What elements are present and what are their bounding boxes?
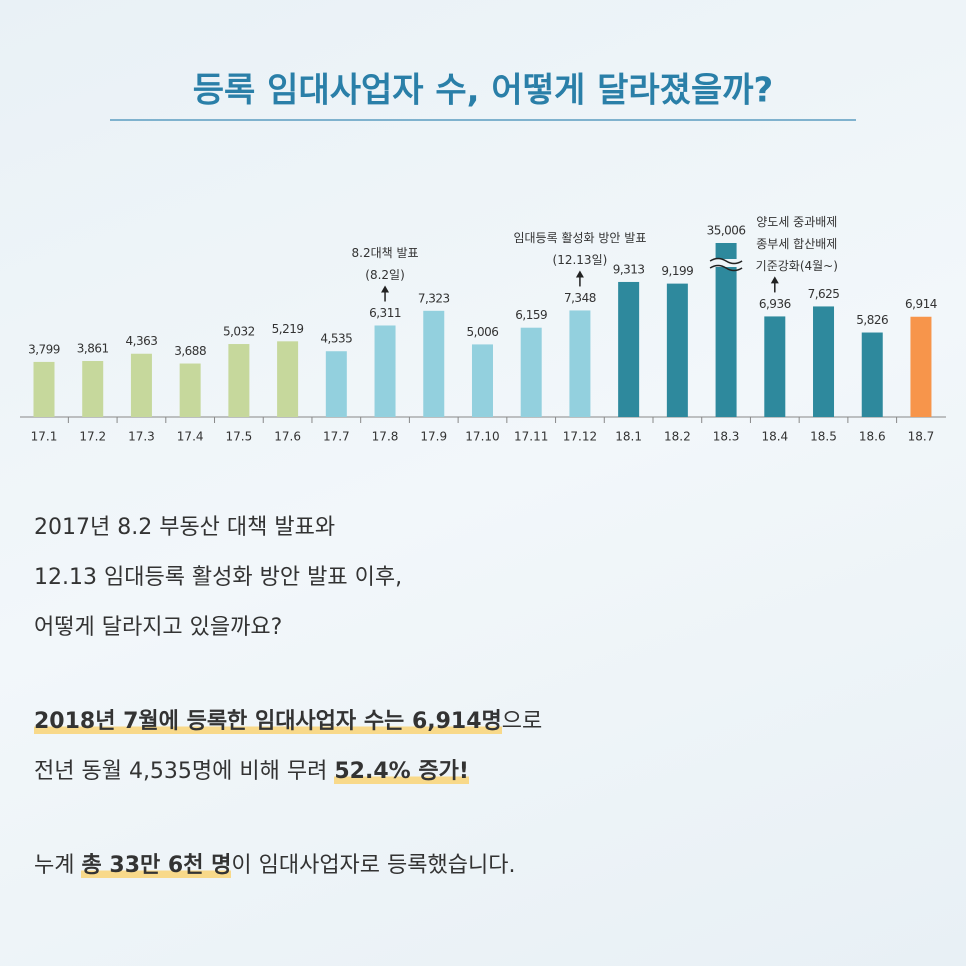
text-run: 누계 bbox=[34, 853, 82, 878]
value-label: 35,006 bbox=[707, 224, 746, 238]
bar bbox=[618, 281, 640, 417]
bar bbox=[715, 243, 737, 417]
bar bbox=[423, 310, 445, 417]
text-line: 2017년 8.2 부동산 대책 발표와 bbox=[34, 508, 542, 558]
bar bbox=[130, 353, 152, 417]
annotation-arrowhead bbox=[770, 276, 779, 284]
value-label: 7,625 bbox=[808, 287, 840, 301]
value-label: 3,799 bbox=[28, 342, 60, 356]
value-label: 6,936 bbox=[759, 297, 791, 311]
x-tick-label: 17.6 bbox=[274, 430, 301, 444]
x-tick-label: 18.7 bbox=[908, 430, 935, 444]
value-label: 9,199 bbox=[661, 264, 693, 278]
bar bbox=[861, 332, 883, 417]
value-label: 3,861 bbox=[77, 342, 109, 356]
highlight-text: 총 33만 6천 명 bbox=[81, 853, 232, 878]
value-label: 5,032 bbox=[223, 325, 255, 339]
paragraph: 2017년 8.2 부동산 대책 발표와 12.13 임대등록 활성화 방안 발표… bbox=[34, 508, 542, 658]
axis-break bbox=[709, 264, 743, 272]
axis-break-gap bbox=[711, 259, 741, 267]
x-tick-label: 17.4 bbox=[177, 430, 204, 444]
bar bbox=[520, 327, 542, 417]
text-line: 12.13 임대등록 활성화 방안 발표 이후, bbox=[34, 558, 542, 608]
x-tick-label: 17.8 bbox=[372, 430, 399, 444]
value-label: 6,914 bbox=[905, 297, 937, 311]
annotation: 8.2대책 발표 bbox=[352, 245, 419, 260]
x-tick-label: 17.12 bbox=[563, 430, 597, 444]
x-tick-label: 18.3 bbox=[713, 430, 740, 444]
text-run: 으로 bbox=[501, 709, 543, 734]
bar bbox=[325, 351, 347, 417]
chart-title: 등록 임대사업자 수, 어떻게 달라졌을까? bbox=[193, 71, 773, 111]
x-tick-label: 18.5 bbox=[810, 430, 837, 444]
x-tick-label: 18.2 bbox=[664, 430, 691, 444]
x-tick-label: 17.9 bbox=[420, 430, 447, 444]
chart: 등록 임대사업자 수, 어떻게 달라졌을까? 3,799 17.1 3,861 17.… bbox=[20, 71, 946, 444]
paragraph: 2018년 7월에 등록한 임대사업자 수는 6,914명으로 전년 동월 4,5… bbox=[34, 702, 542, 802]
x-tick-label: 18.4 bbox=[761, 430, 788, 444]
text-run: 이 임대사업자로 등록했습니다. bbox=[231, 853, 516, 878]
value-label: 7,348 bbox=[564, 291, 596, 305]
x-tick-label: 17.2 bbox=[79, 430, 106, 444]
x-tick-label: 17.5 bbox=[226, 430, 253, 444]
annotation: (8.2일) bbox=[365, 268, 405, 282]
text-line: 2018년 7월에 등록한 임대사업자 수는 6,914명으로 bbox=[34, 702, 542, 752]
value-label: 6,311 bbox=[369, 306, 401, 320]
value-label: 3,688 bbox=[174, 344, 206, 358]
value-label: 4,535 bbox=[320, 332, 352, 346]
x-tick-label: 17.1 bbox=[31, 430, 58, 444]
value-label: 5,219 bbox=[272, 322, 304, 336]
value-label: 5,006 bbox=[467, 325, 499, 339]
text-run: 전년 동월 4,535명에 비해 무려 bbox=[34, 759, 335, 784]
x-tick-label: 17.7 bbox=[323, 430, 350, 444]
bar bbox=[33, 361, 55, 417]
annotation: (12.13일) bbox=[553, 253, 608, 267]
text-line: 어떻게 달라지고 있을까요? bbox=[34, 608, 542, 658]
text-run: 12.13 임대등록 활성화 방안 발표 이후, bbox=[34, 565, 403, 590]
annotation: 양도세 중과배제 bbox=[756, 215, 837, 229]
bar bbox=[813, 306, 835, 417]
annotation-arrowhead bbox=[381, 285, 390, 293]
bar bbox=[228, 344, 250, 417]
bar bbox=[471, 344, 493, 417]
value-label: 5,826 bbox=[856, 313, 888, 327]
value-label: 9,313 bbox=[613, 262, 645, 276]
value-label: 6,159 bbox=[515, 308, 547, 322]
x-tick-label: 18.1 bbox=[615, 430, 642, 444]
text-run: 어떻게 달라지고 있을까요? bbox=[34, 615, 283, 640]
bar bbox=[666, 283, 688, 417]
body-text: 2017년 8.2 부동산 대책 발표와 12.13 임대등록 활성화 방안 발표… bbox=[34, 508, 542, 940]
annotation: 임대등록 활성화 방안 발표 bbox=[513, 231, 646, 245]
annotation: 기준강화(4월~) bbox=[756, 259, 838, 273]
text-line: 전년 동월 4,535명에 비해 무려 52.4% 증가! bbox=[34, 752, 542, 802]
bar bbox=[82, 361, 104, 417]
axis-break bbox=[709, 257, 743, 265]
x-tick-label: 18.6 bbox=[859, 430, 886, 444]
x-tick-label: 17.3 bbox=[128, 430, 155, 444]
highlight-text: 52.4% 증가! bbox=[334, 759, 469, 784]
bar bbox=[277, 341, 299, 417]
x-tick-label: 17.11 bbox=[514, 430, 548, 444]
bar bbox=[569, 310, 591, 417]
annotation: 종부세 합산배제 bbox=[756, 237, 837, 251]
bar bbox=[179, 363, 201, 417]
x-tick-label: 17.10 bbox=[465, 430, 499, 444]
paragraph: 누계 총 33만 6천 명이 임대사업자로 등록했습니다. bbox=[34, 846, 542, 896]
annotation-arrowhead bbox=[575, 270, 584, 278]
bar bbox=[764, 316, 786, 417]
text-run: 2017년 8.2 부동산 대책 발표와 bbox=[34, 515, 336, 540]
value-label: 7,323 bbox=[418, 291, 450, 305]
bar bbox=[374, 325, 396, 417]
highlight-text: 2018년 7월에 등록한 임대사업자 수는 6,914명 bbox=[34, 709, 502, 734]
bar bbox=[910, 316, 932, 417]
value-label: 4,363 bbox=[126, 334, 158, 348]
text-line: 누계 총 33만 6천 명이 임대사업자로 등록했습니다. bbox=[34, 846, 542, 896]
